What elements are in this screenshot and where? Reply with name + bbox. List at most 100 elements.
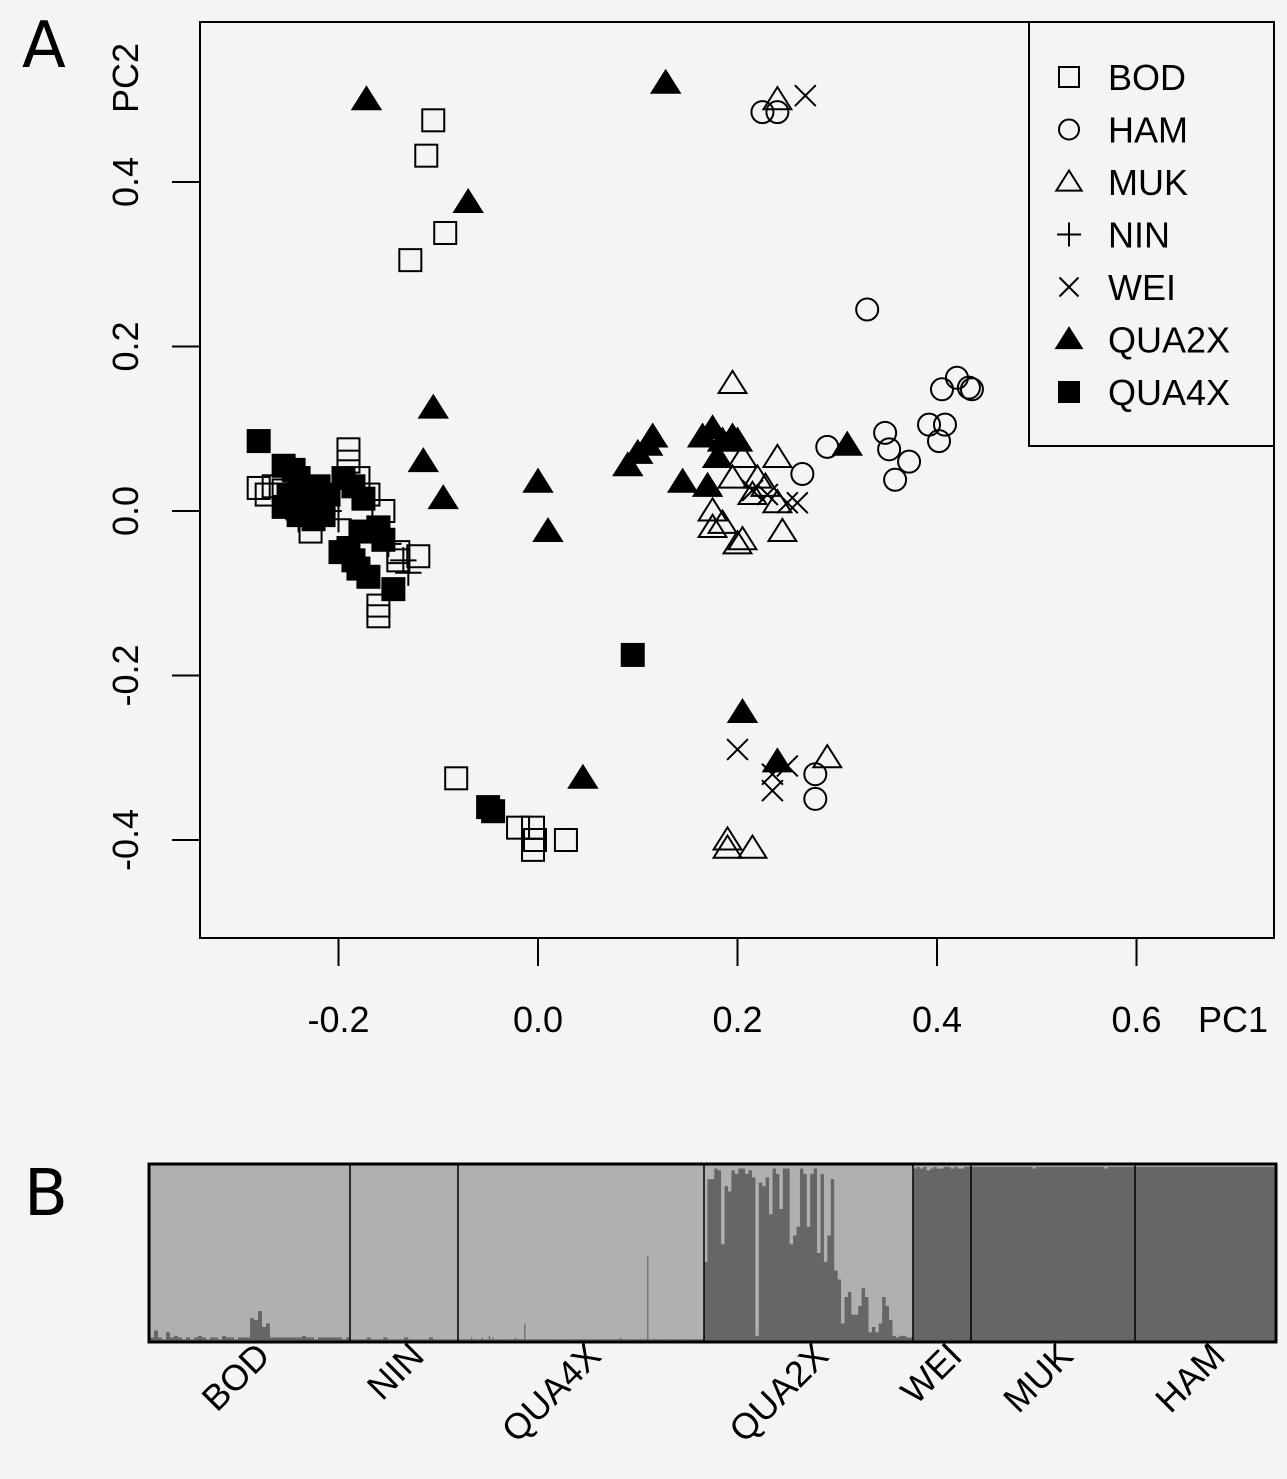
pca-scatter-plot: -0.2 0.0 0.2 0.4 0.6 PC1-0.4-0.20.00.20.4PC2 …	[105, 21, 1275, 1040]
admixture-bar-cluster-1	[608, 1165, 610, 1340]
admixture-bar-cluster-2	[318, 1337, 323, 1341]
admixture-bar-cluster-2	[1032, 1168, 1037, 1341]
admixture-bar-cluster-1	[620, 1165, 622, 1338]
data-point-wei	[756, 483, 779, 506]
admixture-bar-cluster-1	[566, 1165, 569, 1340]
admixture-bar-cluster-2	[206, 1339, 211, 1341]
admixture-bar-cluster-2	[226, 1337, 231, 1341]
admixture-bar-cluster-2	[322, 1337, 327, 1341]
data-point-wei	[761, 779, 784, 802]
admixture-bar-cluster-1	[943, 1165, 948, 1167]
admixture-bar-cluster-1	[557, 1165, 559, 1340]
admixture-bar-cluster-2	[481, 1337, 484, 1341]
admixture-bar-cluster-1	[670, 1165, 673, 1340]
admixture-bar-cluster-2	[701, 1339, 704, 1341]
admixture-bar-cluster-1	[554, 1165, 557, 1340]
data-point-muk	[721, 529, 754, 555]
x-tick-label: 0.0	[513, 999, 563, 1040]
admixture-bar-cluster-1	[495, 1165, 498, 1340]
admixture-bar-cluster-1	[1039, 1165, 1044, 1167]
admixture-bar-cluster-2	[182, 1339, 187, 1341]
admixture-bar-cluster-1	[294, 1165, 299, 1338]
admixture-bar-cluster-2	[1268, 1166, 1272, 1341]
admixture-bar-cluster-2	[354, 1339, 359, 1341]
admixture-bar-cluster-2	[1049, 1166, 1054, 1341]
admixture-bar-cluster-2	[491, 1339, 493, 1341]
admixture-bar-cluster-1	[909, 1165, 914, 1338]
admixture-bar-cluster-2	[656, 1339, 659, 1341]
admixture-bar-cluster-1	[282, 1165, 287, 1338]
admixture-bar-cluster-2	[563, 1339, 565, 1341]
admixture-bar-cluster-1	[370, 1165, 376, 1340]
admixture-bar-cluster-2	[567, 1339, 570, 1341]
admixture-bar-cluster-2	[1170, 1166, 1174, 1341]
admixture-bar-cluster-1	[531, 1165, 533, 1340]
admixture-bar-cluster-2	[242, 1337, 247, 1341]
admixture-bar-cluster-2	[612, 1339, 615, 1341]
admixture-bar-cluster-2	[779, 1209, 784, 1341]
admixture-bar-cluster-2	[1226, 1166, 1230, 1341]
admixture-bar-cluster-1	[1152, 1165, 1157, 1167]
admixture-bar-cluster-1	[936, 1165, 941, 1169]
admixture-bar-cluster-2	[186, 1337, 191, 1341]
admixture-bar-cluster-2	[707, 1179, 712, 1341]
admixture-bar-cluster-2	[837, 1279, 842, 1341]
admixture-bar-cluster-2	[714, 1168, 719, 1341]
admixture-bar-cluster-1	[505, 1165, 507, 1340]
legend-marker-wei	[1058, 276, 1080, 298]
data-point-wei	[776, 491, 799, 514]
admixture-bar-cluster-1	[762, 1165, 767, 1187]
admixture-bar-cluster-1	[690, 1165, 693, 1340]
admixture-bar-cluster-1	[1066, 1165, 1071, 1167]
admixture-bar-cluster-2	[650, 1339, 653, 1341]
admixture-bar-cluster-1	[590, 1165, 593, 1340]
admixture-bar-cluster-1	[1240, 1165, 1244, 1167]
admixture-bar-cluster-1	[545, 1165, 548, 1340]
admixture-bar-cluster-1	[591, 1165, 594, 1340]
admixture-bar-cluster-2	[1025, 1166, 1030, 1341]
admixture-bar-cluster-1	[567, 1165, 570, 1340]
admixture-bar-cluster-2	[582, 1339, 584, 1341]
admixture-bar-cluster-2	[721, 1244, 725, 1341]
admixture-bar-cluster-1	[1145, 1165, 1150, 1167]
admixture-bar-cluster-2	[1070, 1166, 1074, 1341]
data-point-qua2x	[452, 188, 484, 214]
admixture-bar-cluster-2	[947, 1166, 951, 1341]
data-point-muk	[696, 512, 729, 538]
admixture-bar-cluster-2	[508, 1339, 511, 1341]
admixture-bar-cluster-2	[282, 1337, 287, 1341]
x-tick-label: 0.4	[912, 999, 962, 1040]
admixture-bar-cluster-2	[1138, 1166, 1143, 1341]
admixture-bar-cluster-2	[686, 1339, 688, 1341]
admixture-bar-cluster-2	[302, 1335, 307, 1341]
admixture-bar-cluster-2	[162, 1339, 167, 1341]
admixture-bar-cluster-1	[844, 1165, 849, 1297]
admixture-bar-cluster-2	[957, 1168, 962, 1341]
admixture-bar-cluster-1	[624, 1165, 627, 1340]
admixture-group-muk	[971, 1165, 1136, 1341]
data-point-qua4x	[356, 564, 381, 589]
admixture-bar-cluster-2	[698, 1339, 700, 1341]
admixture-bar-cluster-2	[512, 1339, 514, 1341]
admixture-bar-cluster-1	[576, 1165, 578, 1340]
admixture-bar-cluster-1	[667, 1165, 669, 1340]
admixture-bar-cluster-2	[751, 1177, 756, 1341]
group-label-ham: HAM	[1147, 1335, 1233, 1421]
data-point-qua2x	[567, 763, 599, 789]
x-tick-label: 0.6	[1111, 999, 1161, 1040]
admixture-bar-cluster-1	[581, 1165, 583, 1340]
admixture-bar-cluster-1	[395, 1165, 401, 1340]
admixture-bar-cluster-2	[786, 1168, 791, 1341]
admixture-bar-cluster-2	[977, 1166, 982, 1341]
admixture-bar-cluster-1	[314, 1165, 319, 1340]
admixture-bar-cluster-1	[806, 1165, 811, 1227]
data-point-qua4x	[311, 503, 336, 528]
admixture-bar-cluster-2	[539, 1339, 542, 1341]
admixture-bar-cluster-2	[565, 1339, 568, 1341]
admixture-bar-cluster-1	[1247, 1165, 1251, 1167]
admixture-bar-cluster-1	[278, 1165, 283, 1338]
admixture-bar-cluster-1	[487, 1165, 490, 1340]
admixture-bar-cluster-1	[563, 1165, 565, 1340]
admixture-bar-cluster-1	[696, 1165, 699, 1340]
admixture-bar-cluster-1	[469, 1165, 472, 1340]
